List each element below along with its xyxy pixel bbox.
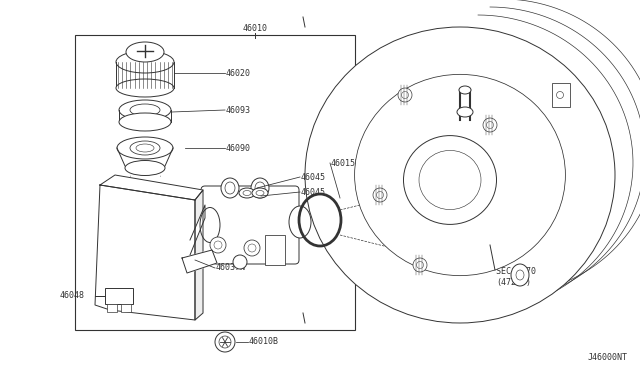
Ellipse shape <box>486 122 493 128</box>
Ellipse shape <box>457 107 473 117</box>
FancyBboxPatch shape <box>201 186 299 264</box>
Ellipse shape <box>116 79 174 97</box>
Polygon shape <box>100 175 203 200</box>
Ellipse shape <box>130 104 160 116</box>
Bar <box>552 83 570 107</box>
Ellipse shape <box>413 258 427 272</box>
Ellipse shape <box>305 27 615 323</box>
Ellipse shape <box>221 178 239 198</box>
Polygon shape <box>182 250 217 273</box>
Text: 46090: 46090 <box>226 144 251 153</box>
Ellipse shape <box>130 141 160 155</box>
Polygon shape <box>190 205 205 255</box>
Ellipse shape <box>252 188 268 198</box>
Text: 46037N: 46037N <box>216 263 246 273</box>
Ellipse shape <box>233 255 247 269</box>
Ellipse shape <box>215 332 235 352</box>
Bar <box>75 35 355 330</box>
Ellipse shape <box>244 240 260 256</box>
Ellipse shape <box>511 264 529 286</box>
Ellipse shape <box>419 150 481 209</box>
Text: 46045: 46045 <box>301 173 326 182</box>
Ellipse shape <box>255 182 265 194</box>
Text: J46000NT: J46000NT <box>588 353 628 362</box>
Text: SEC. 470: SEC. 470 <box>496 267 536 276</box>
Ellipse shape <box>117 137 173 159</box>
Ellipse shape <box>219 336 231 348</box>
Ellipse shape <box>417 262 424 269</box>
Ellipse shape <box>119 100 171 120</box>
Ellipse shape <box>210 237 226 253</box>
Ellipse shape <box>516 270 524 280</box>
Ellipse shape <box>483 118 497 132</box>
Ellipse shape <box>136 144 154 152</box>
Ellipse shape <box>289 206 311 238</box>
Text: 46048: 46048 <box>60 292 85 301</box>
Text: 46020: 46020 <box>226 68 251 77</box>
Text: 46045: 46045 <box>301 187 326 196</box>
Bar <box>105 288 133 304</box>
Ellipse shape <box>398 88 412 102</box>
Ellipse shape <box>125 160 165 176</box>
Text: 46015K: 46015K <box>331 158 361 167</box>
Ellipse shape <box>403 136 497 224</box>
Text: 46010B: 46010B <box>249 337 279 346</box>
Ellipse shape <box>116 51 174 73</box>
Text: 46010: 46010 <box>243 23 268 32</box>
Ellipse shape <box>557 92 563 99</box>
Ellipse shape <box>248 244 256 252</box>
Bar <box>121 304 131 312</box>
Ellipse shape <box>401 92 408 99</box>
Text: 46093: 46093 <box>226 106 251 115</box>
Polygon shape <box>95 185 195 320</box>
Ellipse shape <box>200 208 220 243</box>
Ellipse shape <box>373 188 387 202</box>
Ellipse shape <box>239 188 255 198</box>
Ellipse shape <box>225 182 235 194</box>
Ellipse shape <box>251 178 269 198</box>
Ellipse shape <box>459 86 471 94</box>
Ellipse shape <box>119 113 171 131</box>
Ellipse shape <box>355 74 565 276</box>
Ellipse shape <box>214 241 222 249</box>
Ellipse shape <box>376 192 383 199</box>
Ellipse shape <box>126 42 164 62</box>
Polygon shape <box>195 190 203 320</box>
Bar <box>107 304 117 312</box>
Ellipse shape <box>243 190 251 196</box>
Text: (47210): (47210) <box>496 278 531 286</box>
Bar <box>265 235 285 265</box>
Ellipse shape <box>256 190 264 196</box>
